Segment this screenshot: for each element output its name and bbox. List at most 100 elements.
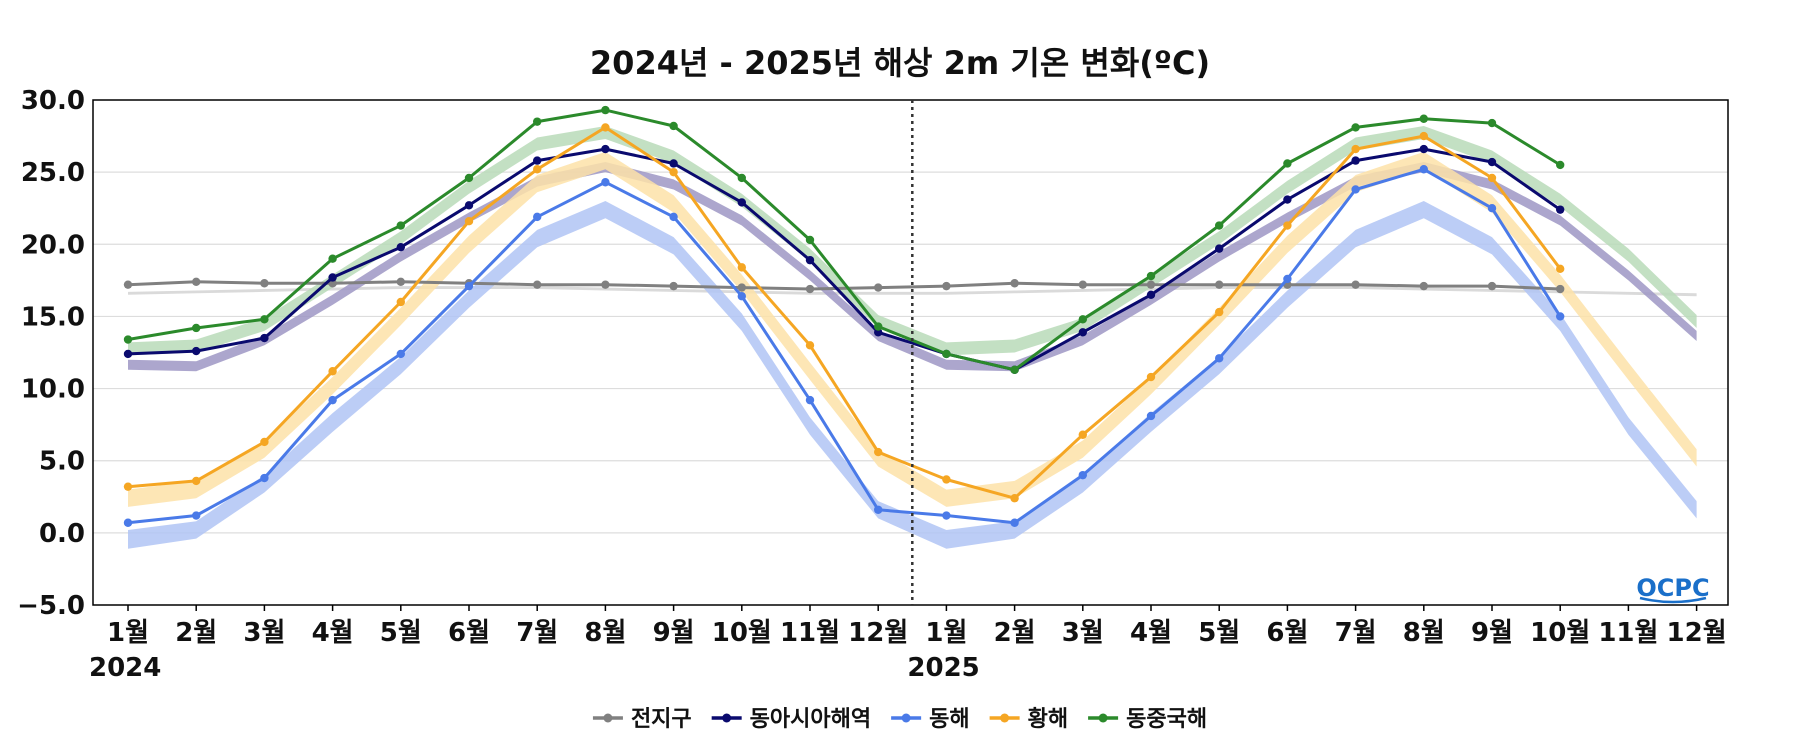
data-point xyxy=(805,235,815,245)
y-tick-label: 5.0 xyxy=(39,447,85,477)
y-tick-label: 0.0 xyxy=(39,519,85,549)
series-lines xyxy=(123,105,1565,527)
x-tick-label: 12월 xyxy=(848,618,908,648)
data-point xyxy=(1146,290,1156,299)
legend-label: 동아시아해역 xyxy=(750,707,871,732)
data-point xyxy=(396,242,405,252)
data-point xyxy=(1146,271,1156,281)
y-tick-label: 20.0 xyxy=(21,230,85,260)
data-point xyxy=(942,475,951,484)
data-point xyxy=(396,297,405,307)
legend: 전지구 동아시아해역 동해 황해 동중국해 xyxy=(592,707,1207,732)
legend-label: 황해 xyxy=(1028,707,1068,732)
data-point xyxy=(1010,494,1019,503)
data-point xyxy=(533,156,542,165)
data-point xyxy=(1487,204,1497,213)
x-tick-label: 6월 xyxy=(448,618,490,648)
data-point xyxy=(737,263,746,272)
data-point xyxy=(805,395,815,405)
x-axis-ticks: 1월 2월 3월 4월 5월 6월 7월 8월 9월 10월 11월 12월 1월 2월 3월 4월 5월 6월 7… xyxy=(107,605,1727,648)
x-tick-label: 6월 xyxy=(1266,618,1308,648)
data-point xyxy=(874,447,883,457)
data-point xyxy=(874,283,883,292)
series-line xyxy=(127,167,1562,525)
data-point xyxy=(123,335,133,344)
x-tick-label: 2월 xyxy=(994,618,1036,648)
data-point xyxy=(1215,307,1224,317)
data-point xyxy=(1010,279,1019,288)
y-tick-label: 25.0 xyxy=(21,158,85,188)
data-point xyxy=(192,511,201,520)
data-point xyxy=(396,221,405,230)
data-point xyxy=(669,281,678,291)
data-point xyxy=(1487,157,1497,167)
legend-item: 동중국해 xyxy=(1088,707,1207,732)
y-tick-label: 15.0 xyxy=(21,302,85,332)
legend-swatch-marker xyxy=(1000,713,1010,723)
data-point xyxy=(260,473,269,483)
x-tick-label: 9월 xyxy=(653,618,695,648)
data-point xyxy=(669,167,678,177)
data-point xyxy=(805,255,815,265)
data-point xyxy=(1556,160,1565,170)
data-point xyxy=(1556,264,1565,274)
data-point xyxy=(805,284,815,294)
data-point xyxy=(464,217,474,226)
data-point xyxy=(396,277,405,286)
plot-frame xyxy=(92,99,1729,606)
data-point xyxy=(1215,244,1224,253)
data-point xyxy=(464,281,474,291)
x-tick-label: 11월 xyxy=(780,618,840,648)
data-point xyxy=(123,280,133,289)
data-point xyxy=(1283,159,1292,168)
data-point xyxy=(1283,274,1292,284)
x-tick-label: 4월 xyxy=(312,618,354,648)
data-point xyxy=(942,349,951,359)
data-point xyxy=(260,333,269,343)
data-point xyxy=(1146,280,1156,289)
x-tick-label: 4월 xyxy=(1130,618,1172,648)
data-point xyxy=(1556,284,1565,294)
legend-item: 동아시아해역 xyxy=(711,707,871,732)
series-4 xyxy=(123,105,1565,375)
legend-label: 동해 xyxy=(929,707,969,732)
x-tick-label: 3월 xyxy=(1062,618,1104,648)
data-point xyxy=(533,117,542,126)
year-labels: 2024 2025 xyxy=(89,653,980,683)
x-tick-label: 11월 xyxy=(1598,618,1658,648)
data-point xyxy=(533,212,542,222)
data-point xyxy=(192,277,201,286)
data-point xyxy=(942,511,951,520)
climatology-band-2 xyxy=(128,201,1697,549)
data-point xyxy=(1010,518,1019,527)
data-point xyxy=(1419,144,1429,154)
data-point xyxy=(1351,156,1360,165)
data-point xyxy=(1419,114,1429,123)
series-1 xyxy=(123,144,1565,375)
data-point xyxy=(1078,430,1088,439)
data-point xyxy=(601,105,610,115)
data-point xyxy=(328,254,337,263)
x-tick-label: 8월 xyxy=(1403,618,1445,648)
data-point xyxy=(669,121,678,131)
data-point xyxy=(1078,280,1088,289)
series-2 xyxy=(123,165,1565,527)
data-point xyxy=(1487,173,1497,183)
x-tick-label: 10월 xyxy=(712,618,772,648)
data-point xyxy=(1556,205,1565,214)
series-line xyxy=(127,108,1561,372)
year-label: 2024 xyxy=(89,653,161,683)
legend-item: 전지구 xyxy=(592,707,692,732)
ocpc-logo: OCPC xyxy=(1636,574,1710,604)
data-point xyxy=(192,346,201,356)
data-point xyxy=(1351,280,1360,289)
x-tick-label: 12월 xyxy=(1667,618,1727,648)
data-point xyxy=(669,159,678,168)
x-tick-label: 1월 xyxy=(107,618,149,648)
data-point xyxy=(601,123,610,132)
logo-swoosh xyxy=(1639,596,1707,604)
series-0 xyxy=(123,277,1565,294)
legend-label: 전지구 xyxy=(631,707,692,732)
data-point xyxy=(192,476,201,486)
